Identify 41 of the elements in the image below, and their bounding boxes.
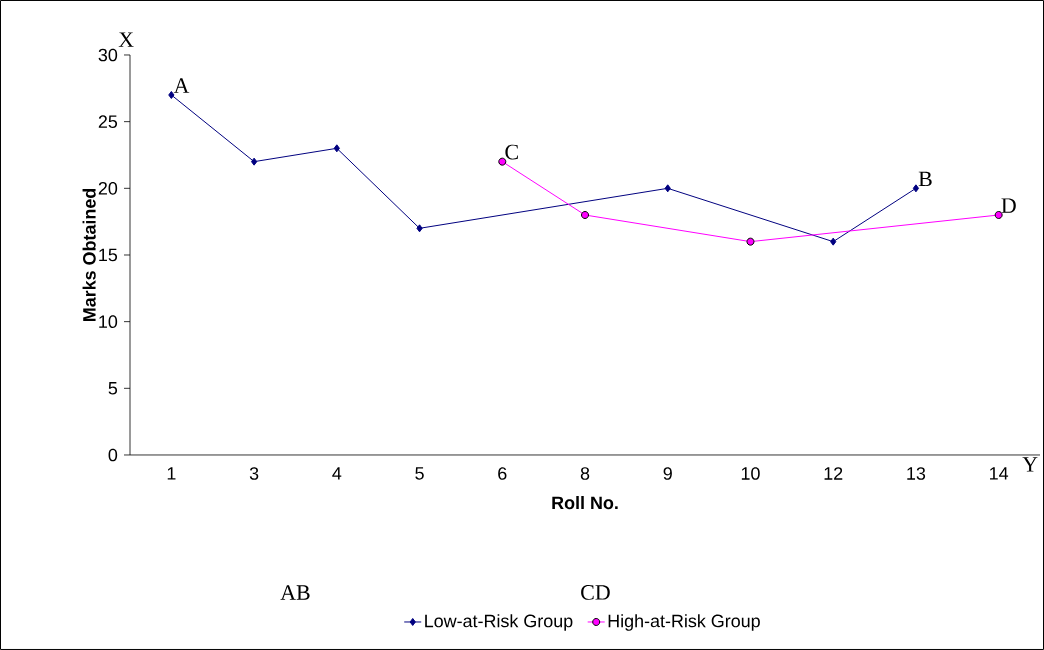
- x-tick-label: 14: [990, 467, 1009, 480]
- annotation: B: [918, 171, 932, 187]
- annotation: C: [505, 144, 518, 160]
- point: [994, 210, 1003, 219]
- point: [416, 224, 423, 233]
- text: Y: [1022, 457, 1038, 472]
- text: CD: [581, 585, 610, 600]
- x-tick-label: 13: [907, 467, 926, 480]
- text: X: [118, 32, 134, 47]
- y-tick-label: 5: [108, 382, 118, 395]
- point: [664, 184, 671, 193]
- y-tick-label: 15: [99, 248, 118, 262]
- x-tick-label: 8: [580, 467, 590, 480]
- y-axis-title: Marks Obtained: [82, 188, 96, 322]
- x-tick-label: 6: [498, 467, 507, 480]
- y-tick-label: 20: [98, 181, 118, 195]
- x-tick-label: 1: [167, 467, 176, 480]
- x-axis-title: Roll No.: [552, 496, 618, 510]
- x-tick-label: 9: [663, 467, 672, 480]
- point: [250, 157, 258, 166]
- point: [498, 157, 507, 166]
- y-tick-label: 0: [108, 448, 118, 462]
- y-tick-label: 25: [98, 115, 118, 128]
- point: [746, 237, 755, 246]
- x-tick-label: 5: [415, 467, 424, 480]
- x-tick-label: 3: [249, 467, 259, 480]
- legend-label: High-at-Risk Group: [608, 614, 760, 631]
- point: [168, 90, 175, 99]
- point: [912, 184, 920, 193]
- point: [830, 237, 837, 246]
- x-tick-label: 12: [824, 467, 843, 480]
- x-tick-label: 4: [332, 467, 342, 480]
- y-tick-label: 30: [98, 48, 118, 62]
- point: [581, 210, 590, 219]
- legend-label: Low-at-Risk Group: [425, 614, 573, 631]
- x-tick-label: 10: [741, 467, 760, 480]
- annotation: A: [173, 78, 190, 93]
- y-tick-label: 10: [99, 315, 118, 328]
- text: AB: [280, 585, 310, 600]
- annotation: D: [1001, 198, 1016, 213]
- point: [333, 144, 340, 153]
